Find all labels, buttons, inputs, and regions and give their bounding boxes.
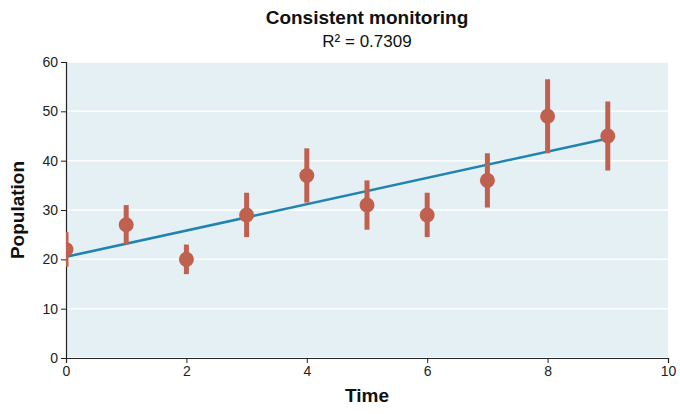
- tick: 50: [42, 103, 66, 119]
- tick: 2: [183, 358, 191, 379]
- tick-label: 4: [303, 363, 311, 379]
- tick: 40: [42, 153, 66, 169]
- tick: 6: [424, 358, 432, 379]
- tick-mark: [61, 358, 66, 359]
- tick-label: 20: [42, 251, 58, 267]
- tick-mark: [61, 210, 66, 211]
- tick-label: 60: [42, 54, 58, 70]
- point: [239, 207, 254, 222]
- tick-label: 2: [183, 363, 191, 379]
- chart: 0 2 4 6 8 10 0 10 20 30 40 50 60 Consistent monitorin…: [0, 0, 680, 414]
- tick-label: 0: [63, 363, 71, 379]
- plot-area: [66, 79, 615, 274]
- grid: [66, 62, 668, 358]
- tick-label: 50: [42, 103, 58, 119]
- tick-mark: [61, 161, 66, 162]
- plot-background: [66, 62, 668, 358]
- tick: 0: [63, 358, 71, 379]
- grid-line: [66, 308, 668, 310]
- grid-line: [66, 61, 668, 63]
- point: [420, 207, 435, 222]
- tick-label: 40: [42, 153, 58, 169]
- title: Consistent monitoring: [266, 7, 469, 28]
- tick-label: 8: [544, 363, 552, 379]
- subtitle: R² = 0.7309: [322, 32, 411, 51]
- axis-line: [61, 63, 67, 359]
- point: [360, 198, 375, 213]
- point: [600, 129, 615, 144]
- grid-line: [66, 160, 668, 162]
- y-axis: 0 10 20 30 40 50 60: [42, 54, 66, 366]
- grid-line: [66, 259, 668, 261]
- y-axis-title: Population: [7, 161, 28, 259]
- point: [480, 173, 495, 188]
- point: [540, 109, 555, 124]
- tick: 30: [42, 202, 66, 218]
- tick-label: 6: [424, 363, 432, 379]
- tick: 0: [50, 350, 66, 366]
- tick-label: 10: [661, 363, 677, 379]
- x-axis-title: Time: [345, 385, 389, 406]
- tick-mark: [61, 111, 66, 112]
- point: [119, 217, 134, 232]
- axis-line: [67, 359, 669, 364]
- x-axis: 0 2 4 6 8 10: [63, 358, 677, 379]
- tick: 4: [303, 358, 311, 379]
- tick-mark: [61, 309, 66, 310]
- tick: 10: [661, 358, 677, 379]
- tick: 10: [42, 301, 66, 317]
- tick: 20: [42, 251, 66, 267]
- grid-line: [66, 111, 668, 113]
- tick: 60: [42, 54, 66, 70]
- tick-label: 10: [42, 301, 58, 317]
- tick: 8: [544, 358, 552, 379]
- point: [179, 252, 194, 267]
- tick-label: 30: [42, 202, 58, 218]
- point: [299, 168, 314, 183]
- series: [66, 79, 615, 274]
- tick-mark: [61, 62, 66, 63]
- point: [66, 242, 74, 257]
- tick-mark: [61, 259, 66, 260]
- trend-line: [66, 138, 608, 256]
- tick-label: 0: [50, 350, 58, 366]
